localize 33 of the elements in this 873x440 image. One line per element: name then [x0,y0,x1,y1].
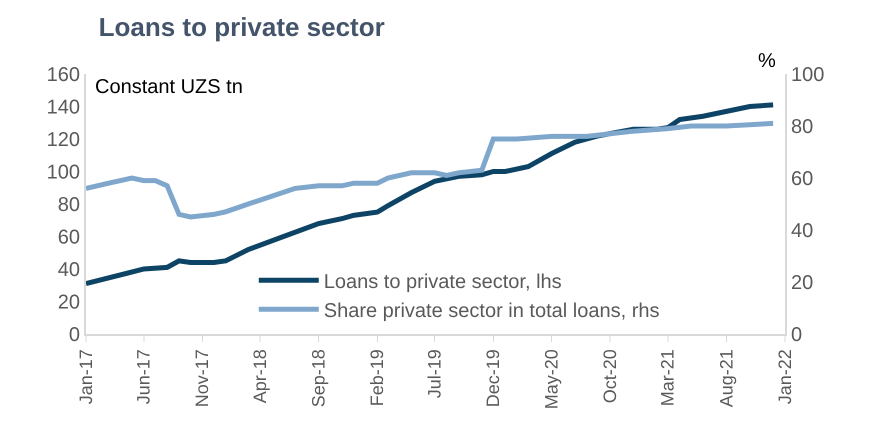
y-tick-label: 100 [46,162,80,184]
x-tick-label: Jul-19 [424,349,445,398]
y2-axis-title: % [758,50,776,72]
x-tick-label: Dec-19 [483,349,504,408]
x-tick-label: Oct-20 [600,349,620,404]
y-tick-label: 120 [46,129,80,151]
y-tick-label: 40 [58,259,80,281]
x-tick-label: Sep-18 [308,349,329,408]
x-tick-label: Nov-17 [192,349,212,408]
y-tick-label: 60 [58,226,80,248]
x-tick-label: Apr-18 [250,349,270,404]
y2-tick-label: 20 [791,272,814,294]
y-tick-label: 0 [68,324,80,346]
x-tick-label: Jun-17 [134,349,154,404]
y-tick-label: 160 [46,64,80,86]
x-tick-label: Feb-19 [367,349,388,406]
y-tick-label: 80 [58,194,80,216]
x-tick-label: Mar-21 [658,349,678,406]
chart-title: Loans to private sector [98,12,385,42]
y-tick-label: 140 [46,96,80,118]
x-tick-label: Jan-22 [774,349,795,404]
y2-tick-label: 60 [791,168,814,190]
y2-tick-label: 40 [791,220,814,242]
x-tick-label: Aug-21 [716,349,736,408]
y-tick-label: 20 [58,292,80,314]
y2-tick-label: 100 [791,64,824,86]
legend-label: Share private sector in total loans, rhs [324,300,660,322]
x-tick-label: Jan-17 [76,349,96,404]
x-tick-label: May-20 [541,349,562,410]
y2-tick-label: 80 [791,116,814,138]
y-axis-title: Constant UZS tn [95,76,243,98]
legend-label: Loans to private sector, lhs [324,271,562,294]
y2-tick-label: 0 [791,324,802,346]
